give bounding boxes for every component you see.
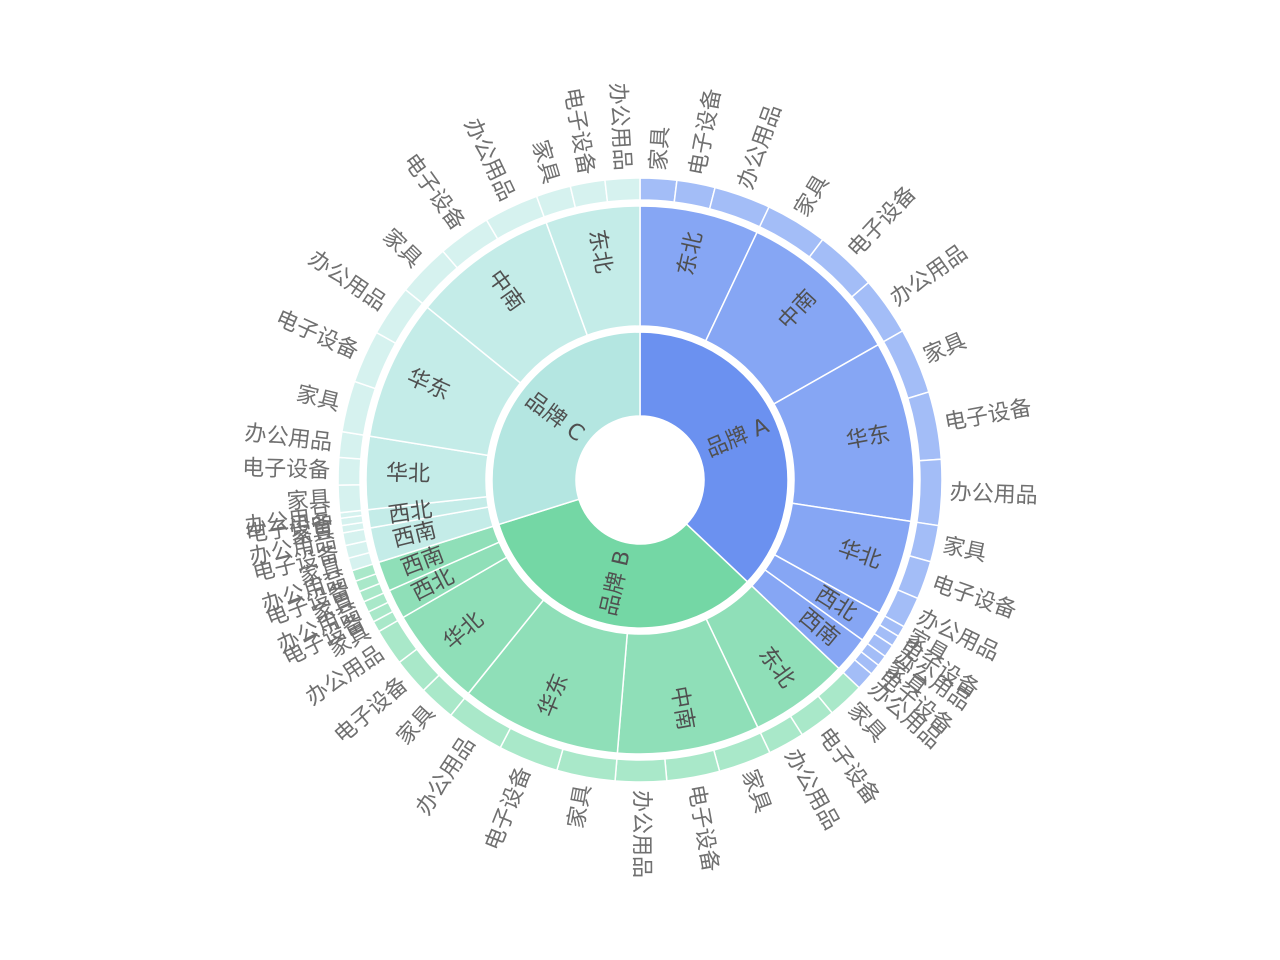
leaf-arc[interactable] xyxy=(569,179,609,209)
leaf-label: 电子设备 xyxy=(272,306,363,365)
leaf-label: 办公用品 xyxy=(604,82,634,171)
leaf-label: 办公用品 xyxy=(949,480,1038,509)
leaf-label: 家具 xyxy=(790,171,834,222)
leaf-label: 家具 xyxy=(920,329,970,369)
leaf-label: 电子设备 xyxy=(398,149,470,235)
leaf-arc[interactable] xyxy=(639,177,678,203)
leaf-label: 家具 xyxy=(647,126,675,171)
region-arc[interactable] xyxy=(545,205,641,337)
leaf-arc[interactable] xyxy=(338,430,365,460)
leaf-label: 电子设备 xyxy=(242,456,331,484)
leaf-label: 办公用品 xyxy=(886,240,972,311)
leaf-label: 办公用品 xyxy=(733,101,786,192)
leaf-label: 家具 xyxy=(564,783,597,831)
leaf-label: 家具 xyxy=(940,533,988,567)
leaf-arc[interactable] xyxy=(535,185,577,218)
center-hole xyxy=(576,416,704,544)
leaf-label: 家具 xyxy=(377,224,426,273)
leaf-arc[interactable] xyxy=(673,179,717,210)
leaf-label: 电子设备 xyxy=(559,86,599,177)
leaf-label: 电子设备 xyxy=(943,396,1034,437)
leaf-arc[interactable] xyxy=(555,748,618,782)
leaf-label: 家具 xyxy=(736,766,775,816)
region-label: 华北 xyxy=(386,461,431,487)
leaf-arc[interactable] xyxy=(604,177,641,203)
leaf-label: 电子设备 xyxy=(843,181,921,262)
leaf-label: 电子设备 xyxy=(481,763,537,854)
leaf-label: 办公用品 xyxy=(628,790,653,878)
leaf-label: 家具 xyxy=(286,487,331,515)
leaf-label: 办公用品 xyxy=(459,115,519,205)
leaf-label: 电子设备 xyxy=(685,87,726,178)
leaf-label: 电子设备 xyxy=(683,783,723,874)
leaf-arc[interactable] xyxy=(664,749,721,782)
region-label: 西北 xyxy=(387,497,434,528)
leaf-arc[interactable] xyxy=(337,483,363,514)
leaf-label: 家具 xyxy=(526,137,563,186)
leaf-arc[interactable] xyxy=(341,380,377,437)
leaf-arc[interactable] xyxy=(915,458,943,527)
leaf-label: 办公用品 xyxy=(412,733,481,820)
leaf-label: 办公用品 xyxy=(243,421,333,456)
leaf-label: 家具 xyxy=(294,381,343,416)
leaf-label: 家具 xyxy=(392,701,440,750)
leaf-arc[interactable] xyxy=(908,521,940,563)
leaf-label: 办公用品 xyxy=(304,246,391,316)
leaf-arc[interactable] xyxy=(614,758,668,783)
sunburst-arcs xyxy=(337,177,943,783)
leaf-arc[interactable] xyxy=(337,456,362,486)
